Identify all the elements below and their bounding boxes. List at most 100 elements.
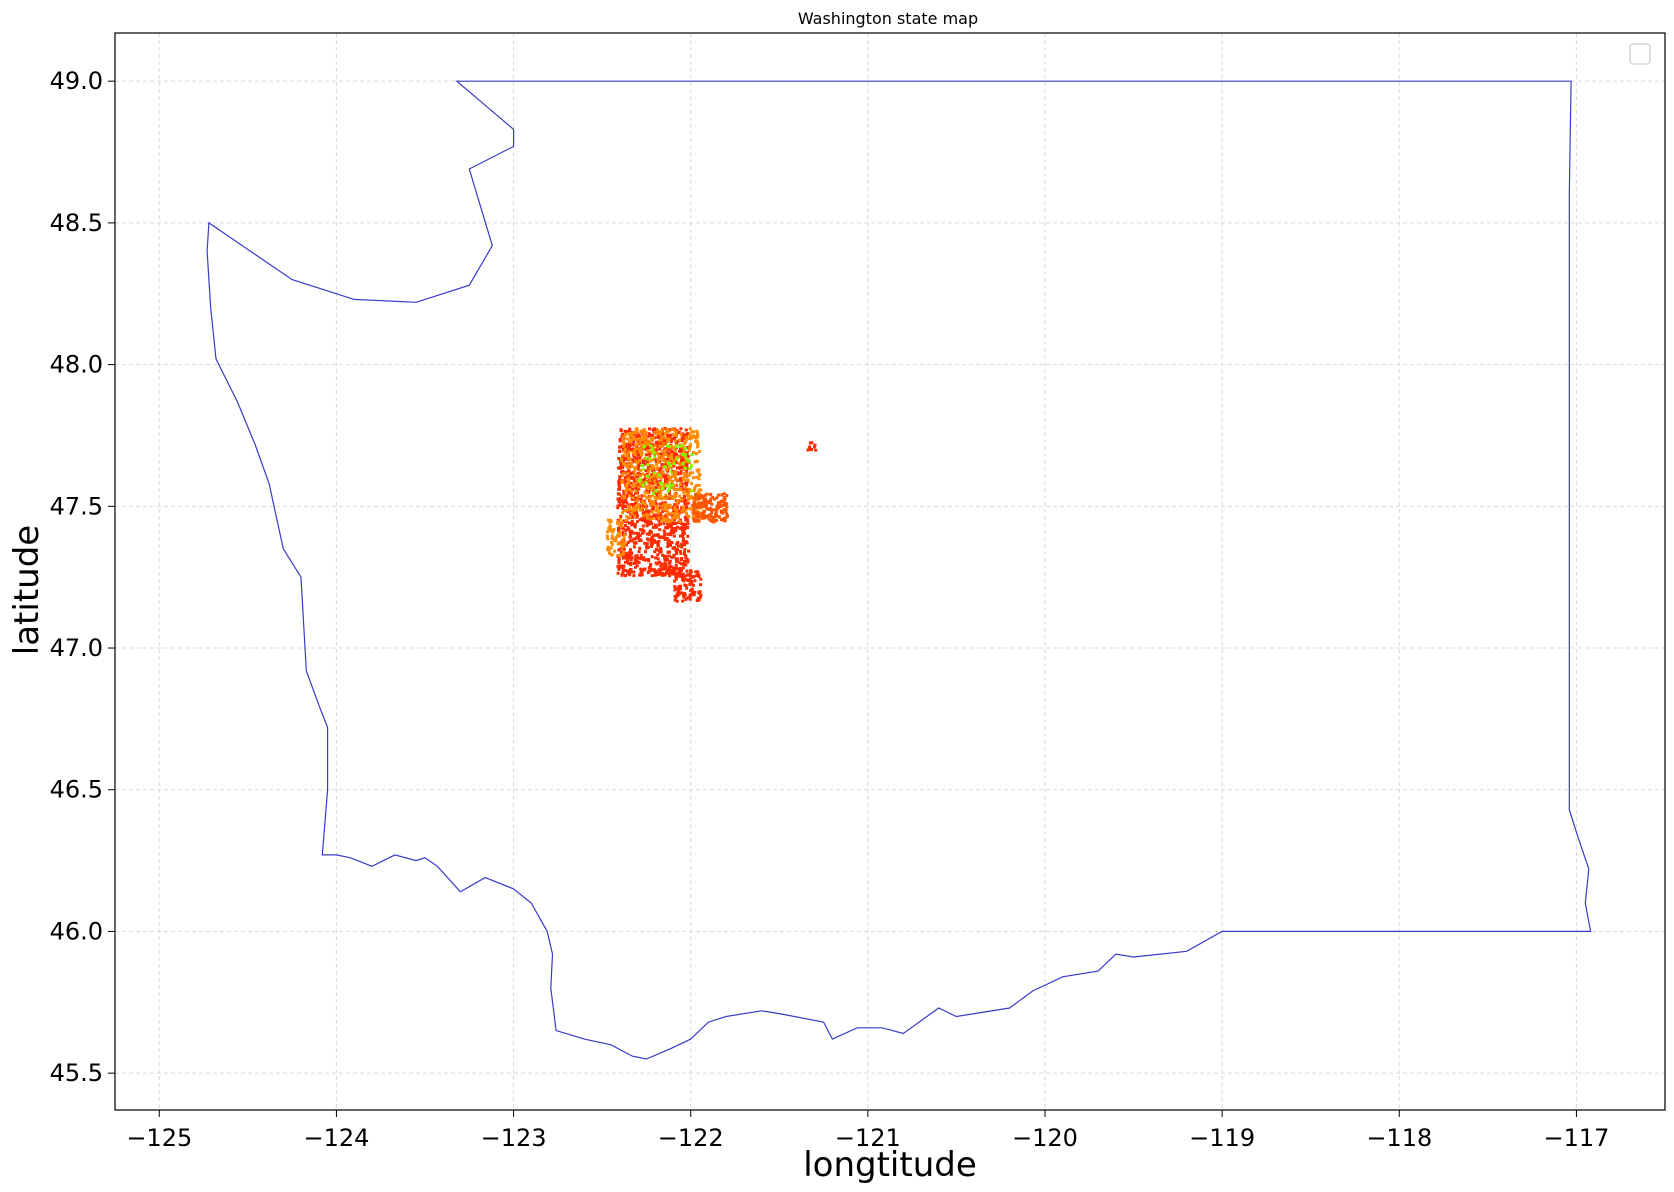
data-point: [626, 541, 630, 544]
data-point: [635, 515, 638, 519]
data-point: [685, 451, 689, 455]
data-point: [690, 496, 694, 500]
data-point: [807, 445, 811, 449]
data-point: [605, 534, 609, 538]
data-point: [622, 519, 626, 523]
data-point: [676, 540, 680, 544]
data-point: [674, 521, 678, 525]
data-point: [666, 461, 670, 465]
data-point: [666, 532, 670, 536]
data-point: [636, 505, 640, 509]
data-point: [632, 430, 636, 434]
data-point: [634, 531, 638, 535]
data-point: [681, 529, 685, 532]
data-point: [658, 447, 662, 451]
data-point: [661, 471, 665, 475]
data-point: [671, 486, 675, 490]
data-point: [622, 541, 626, 544]
data-point: [648, 479, 652, 483]
data-point: [655, 451, 659, 455]
data-point: [656, 435, 660, 439]
data-point: [667, 496, 671, 500]
data-point: [698, 590, 702, 594]
data-point: [632, 502, 636, 506]
data-point: [643, 567, 647, 571]
data-point: [701, 495, 704, 499]
data-point: [673, 449, 677, 453]
data-point: [685, 480, 689, 484]
data-point: [709, 497, 713, 501]
data-point: [610, 543, 614, 547]
data-point: [696, 570, 699, 574]
data-point: [724, 508, 728, 512]
data-point: [625, 515, 629, 519]
data-point: [715, 496, 719, 500]
data-point: [693, 485, 697, 489]
data-point: [633, 522, 637, 526]
data-point: [684, 471, 688, 475]
data-point: [643, 478, 647, 481]
data-point: [672, 457, 676, 460]
data-point: [679, 433, 683, 437]
data-point: [649, 567, 653, 571]
data-point: [643, 440, 647, 444]
data-point: [695, 459, 699, 463]
data-point: [609, 519, 613, 522]
data-point: [698, 497, 702, 501]
data-point: [610, 534, 614, 538]
data-point: [630, 516, 634, 520]
data-point: [676, 574, 680, 578]
data-point: [627, 561, 631, 565]
data-point: [619, 514, 623, 518]
data-point: [709, 492, 713, 496]
data-point: [616, 497, 620, 501]
data-point: [628, 442, 632, 445]
data-point: [685, 541, 689, 545]
data-point: [710, 511, 714, 515]
data-point: [688, 427, 692, 431]
data-point: [626, 525, 630, 529]
data-point: [688, 473, 692, 477]
data-point: [638, 447, 642, 451]
data-point: [668, 487, 672, 490]
data-point: [702, 505, 705, 508]
data-point: [672, 427, 676, 431]
data-point: [653, 457, 657, 461]
data-point: [636, 447, 640, 451]
data-point: [624, 485, 628, 488]
data-point: [690, 582, 694, 586]
data-point: [632, 460, 636, 464]
data-point: [699, 577, 703, 581]
data-point: [632, 545, 636, 549]
data-point: [638, 434, 642, 438]
data-point: [702, 497, 706, 501]
data-point: [655, 497, 659, 501]
data-point: [621, 501, 625, 505]
data-point: [646, 439, 650, 443]
data-point: [663, 487, 667, 490]
data-point: [666, 522, 670, 526]
data-point: [635, 508, 638, 512]
data-point: [679, 522, 683, 526]
data-point: [658, 489, 662, 493]
data-point: [610, 541, 613, 544]
data-point: [658, 502, 662, 506]
data-point: [622, 538, 626, 542]
data-point: [695, 515, 698, 519]
data-point: [629, 493, 633, 497]
data-point: [625, 465, 629, 469]
data-point: [677, 438, 681, 442]
data-point: [664, 448, 668, 452]
data-point: [622, 440, 625, 444]
data-point: [627, 432, 631, 436]
data-point: [667, 466, 671, 470]
data-point: [620, 541, 624, 544]
data-point: [669, 543, 672, 547]
data-point: [658, 475, 662, 479]
data-point: [651, 493, 655, 497]
data-point: [807, 448, 811, 451]
data-point: [633, 479, 637, 483]
data-point: [648, 457, 652, 460]
data-point: [720, 510, 724, 513]
data-point: [643, 443, 647, 447]
